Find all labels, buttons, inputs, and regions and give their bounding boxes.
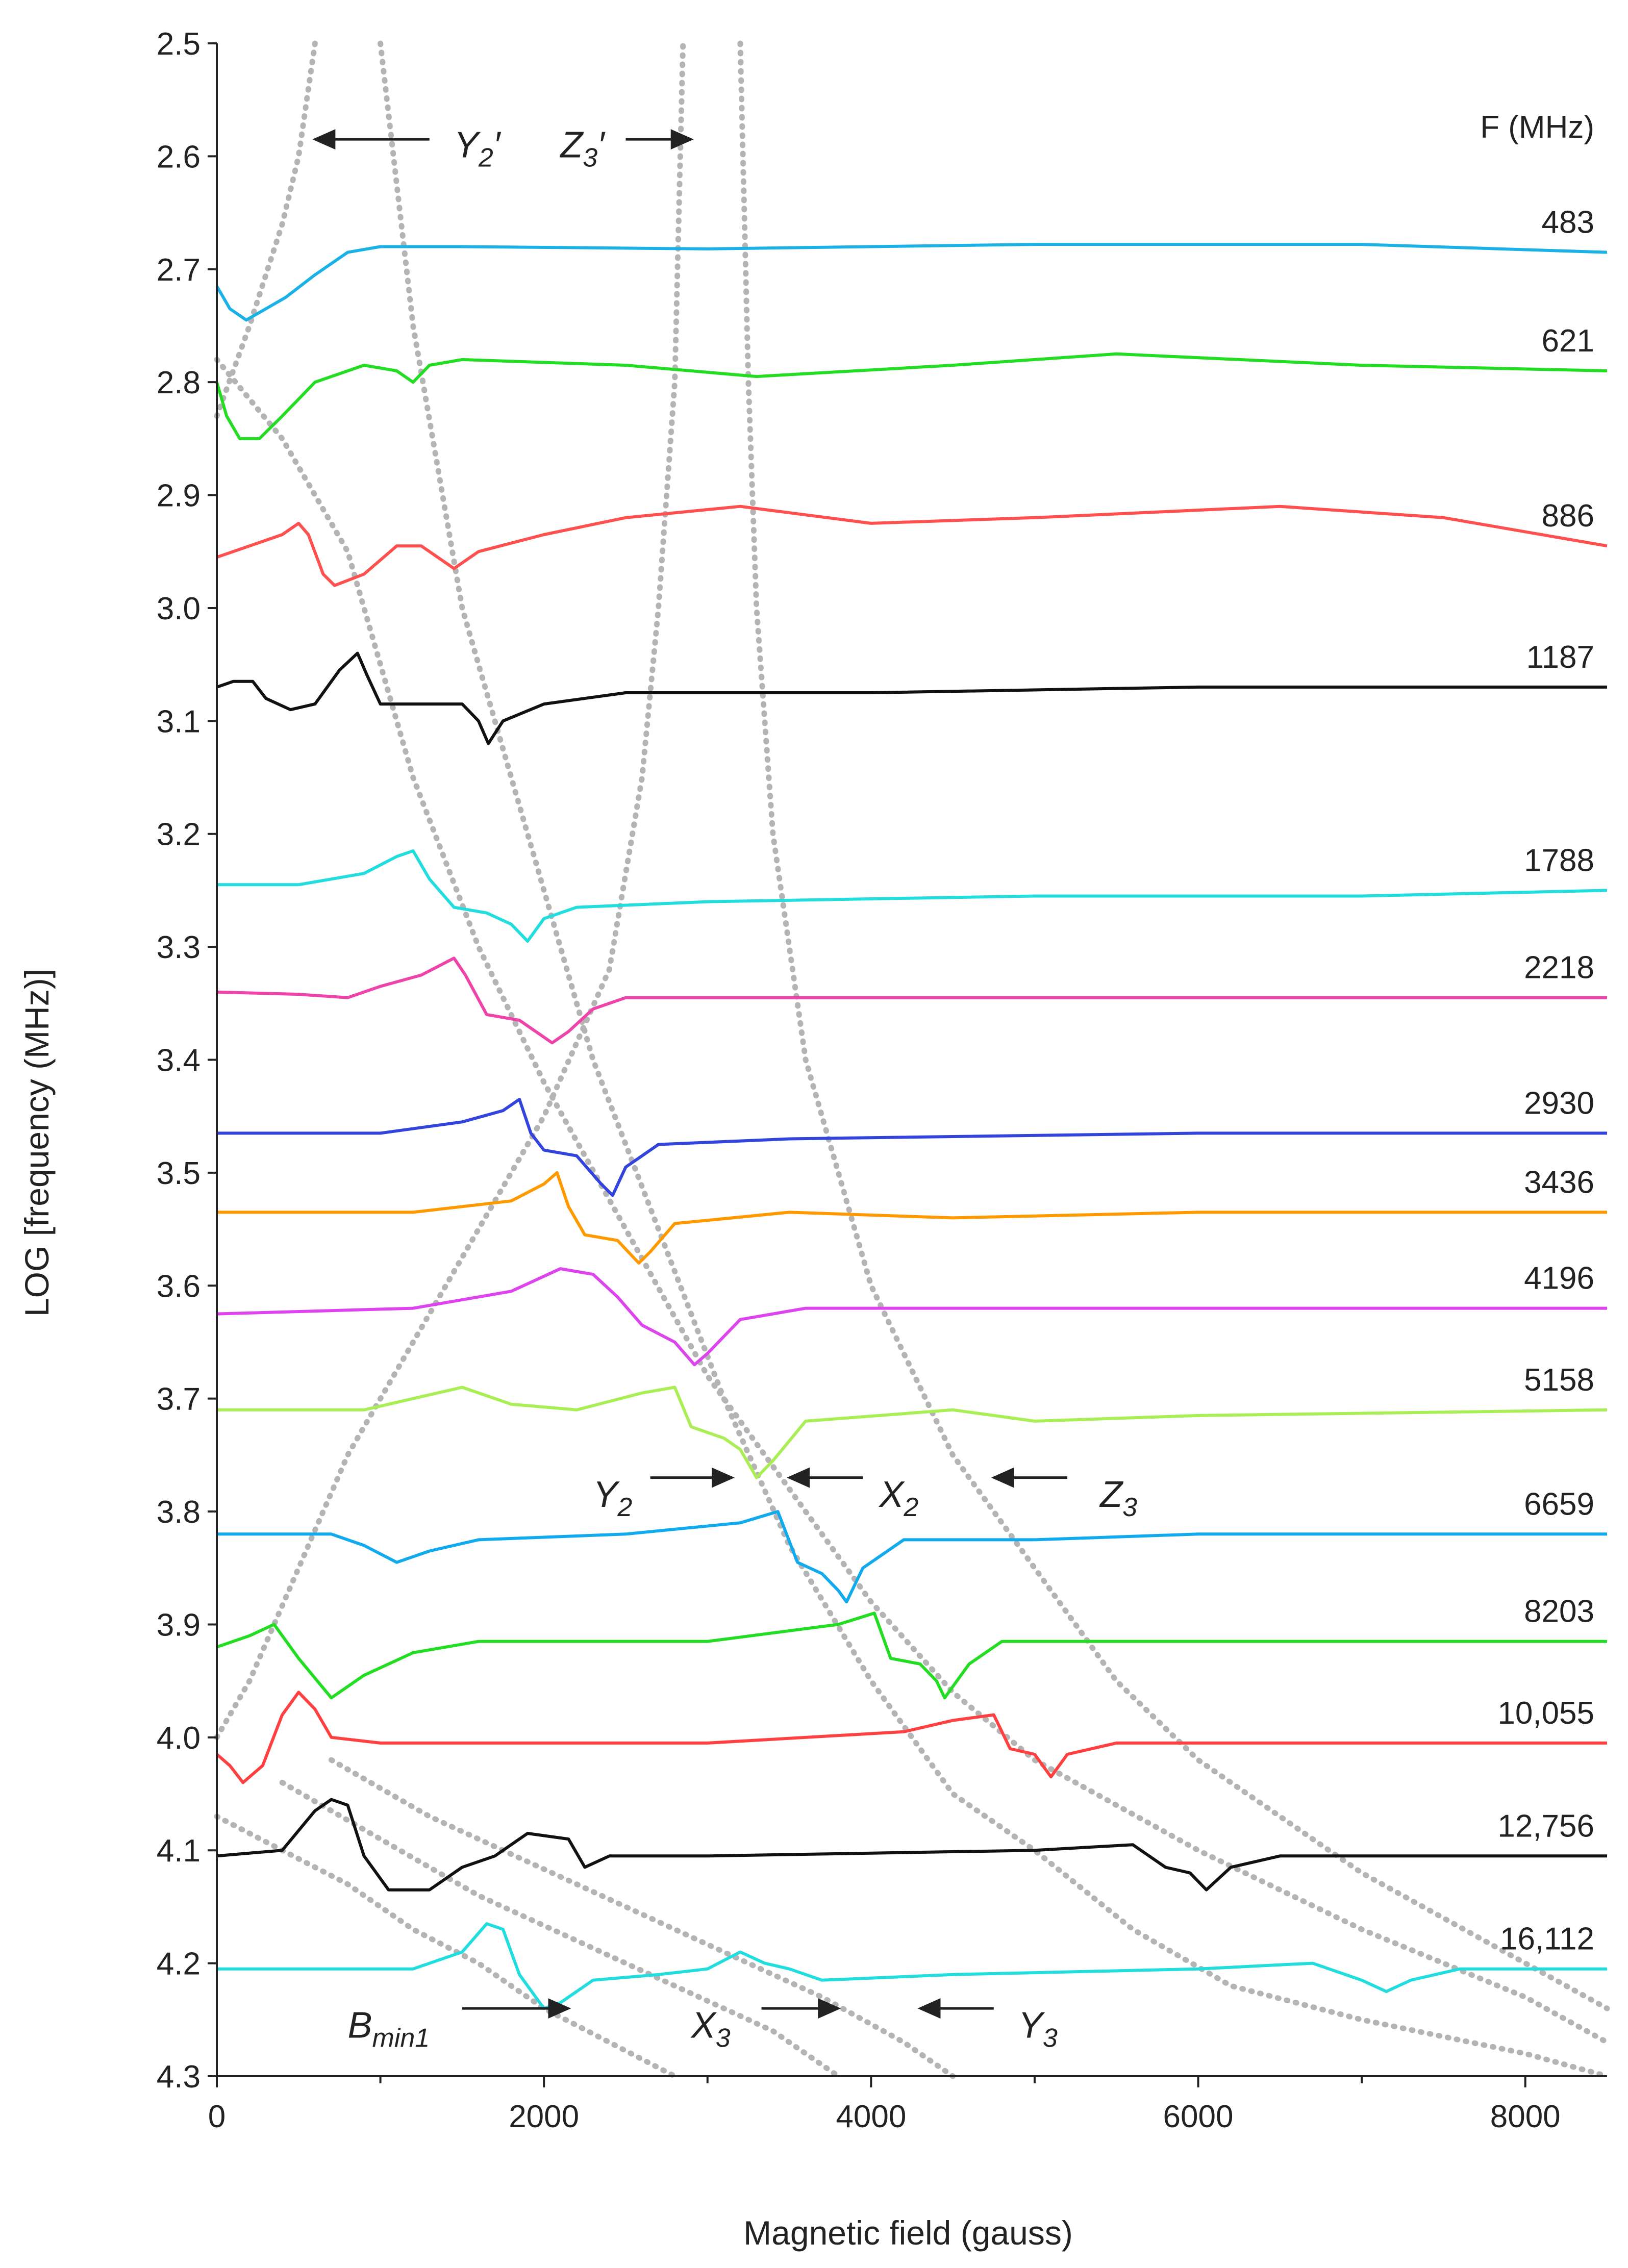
y-tick-label-16: 4.1 [157, 1833, 201, 1869]
guide-curve-4 [737, 40, 1610, 2011]
series-line-7 [217, 1171, 1607, 1265]
guide-curves [214, 40, 1610, 2079]
series-line-3 [216, 651, 1607, 745]
y-tick-label-11: 3.6 [157, 1269, 201, 1304]
guide-curve-3 [214, 40, 686, 1741]
annotation-label-1: Z3′ [559, 124, 606, 172]
series-label-4: 1788 [1524, 843, 1594, 878]
y-tick-label-0: 2.5 [157, 27, 201, 62]
x-axis-title: Magnetic field (gauss) [743, 2214, 1073, 2252]
annotation-label-6: X3 [690, 2005, 731, 2053]
x-tick-label-1: 2000 [509, 2099, 579, 2134]
series-label-11: 8203 [1524, 1594, 1594, 1629]
y-tick-label-4: 2.9 [157, 478, 201, 514]
series-label-6: 2930 [1524, 1086, 1594, 1121]
y-tick-label-1: 2.6 [157, 139, 201, 174]
series-line-13 [216, 1798, 1607, 1892]
x-tick-label-2: 4000 [836, 2099, 906, 2134]
y-tick-label-9: 3.4 [157, 1043, 201, 1078]
series-lines [215, 243, 1608, 2010]
y-tick-label-3: 2.8 [157, 365, 201, 400]
legend-title: F (MHz) [1480, 110, 1594, 145]
series-label-5: 2218 [1524, 950, 1594, 986]
guide-curve-7 [328, 1757, 956, 2079]
y-tick-label-10: 3.5 [157, 1156, 201, 1191]
annotation-label-0: Y2′ [454, 124, 502, 172]
y-tick-label-7: 3.2 [157, 817, 201, 852]
annotation-label-2: Y2 [593, 1474, 632, 1522]
y-tick-label-8: 3.3 [157, 930, 201, 965]
y-tick-label-17: 4.2 [157, 1947, 201, 1982]
series-label-12: 10,055 [1497, 1696, 1594, 1731]
series-line-10 [217, 1510, 1607, 1604]
guide-curve-2 [214, 357, 1610, 2046]
series-line-9 [217, 1385, 1608, 1479]
y-tick-label-15: 4.0 [157, 1721, 201, 1756]
series-line-6 [217, 1098, 1607, 1197]
y-tick-label-13: 3.8 [157, 1495, 201, 1530]
x-tick-label-4: 8000 [1490, 2099, 1561, 2134]
series-line-12 [216, 1691, 1607, 1784]
y-axis-title: LOG [frequency (MHz)] [18, 969, 56, 1317]
series-label-2: 886 [1542, 498, 1594, 534]
series-label-9: 5158 [1524, 1363, 1594, 1398]
guide-curve-1 [378, 40, 1610, 2079]
x-tick-label-3: 6000 [1163, 2099, 1234, 2134]
series-line-2 [216, 505, 1608, 587]
y-tick-label-18: 4.3 [157, 2059, 201, 2095]
y-tick-label-5: 3.0 [157, 591, 201, 626]
series-label-8: 4196 [1524, 1261, 1594, 1296]
series-label-1: 621 [1542, 323, 1594, 359]
series-label-3: 1187 [1526, 640, 1594, 675]
series-label-13: 12,756 [1497, 1808, 1594, 1844]
annotation-label-3: X2 [878, 1474, 918, 1522]
guide-curve-0 [214, 40, 318, 419]
series-line-5 [216, 956, 1607, 1045]
series-line-4 [217, 849, 1608, 943]
annotation-label-4: Z3 [1099, 1474, 1137, 1522]
annotation-label-7: Y3 [1018, 2005, 1058, 2053]
y-tick-label-12: 3.7 [157, 1382, 201, 1417]
y-tick-label-14: 3.9 [157, 1607, 201, 1643]
y-tick-label-6: 3.1 [157, 704, 201, 739]
series-label-0: 483 [1542, 205, 1594, 240]
series-line-11 [216, 1611, 1607, 1700]
guide-curve-6 [279, 1779, 841, 2079]
series-line-14 [217, 1922, 1607, 2010]
annotation-label-5: Bmin1 [347, 2005, 430, 2053]
annotations: Y2′ Z3′ Y2 X2 Z3 Bmin1 X3 Y3 [312, 124, 1137, 2053]
guide-curve-5 [214, 1813, 678, 2079]
axes: 2.5 2.6 2.7 2.8 2.9 3.0 3.1 3.2 3.3 3.4 3.5 3.6 3.7 3… [157, 27, 1607, 2134]
x-tick-label-0: 0 [208, 2099, 226, 2134]
series-label-14: 16,112 [1500, 1922, 1594, 1957]
series-line-1 [215, 352, 1608, 440]
series-label-10: 6659 [1524, 1486, 1594, 1522]
labels: 483 621 886 1187 1788 2218 2930 3436 4196 5158 665… [1497, 205, 1594, 1957]
series-line-0 [215, 243, 1608, 322]
series-line-8 [216, 1267, 1607, 1367]
y-tick-label-2: 2.7 [157, 253, 201, 288]
series-label-7: 3436 [1524, 1165, 1594, 1200]
